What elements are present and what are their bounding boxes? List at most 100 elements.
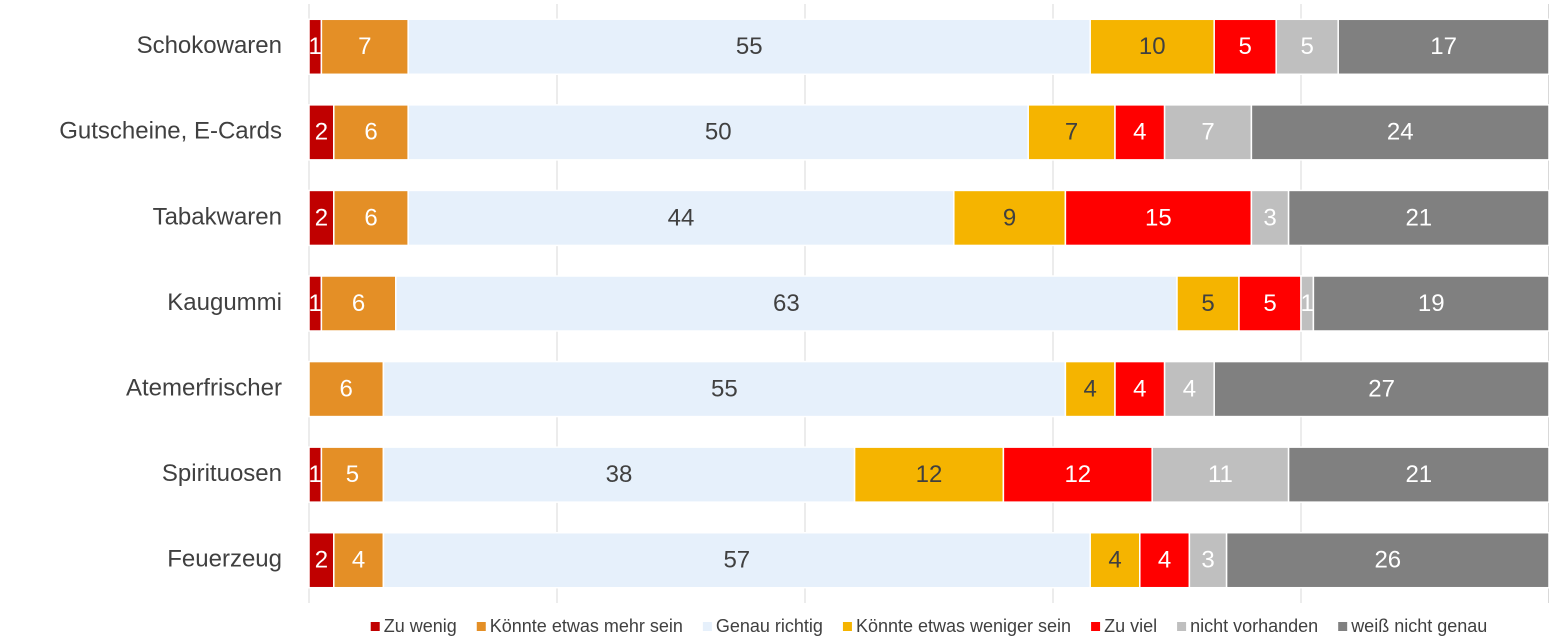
legend-item: nicht vorhanden — [1177, 616, 1318, 636]
bar-segment — [320, 446, 385, 503]
bar-segment — [853, 446, 1005, 503]
y-tick-label: Schokowaren — [137, 32, 282, 59]
data-label: 9 — [1003, 204, 1016, 231]
bar-segment — [1337, 18, 1549, 76]
data-label: 5 — [1263, 290, 1276, 317]
data-label: 21 — [1405, 204, 1432, 231]
data-label: 12 — [916, 461, 943, 488]
data-label: 4 — [1183, 375, 1196, 402]
data-label: 10 — [1139, 33, 1166, 60]
data-label: 57 — [723, 547, 750, 574]
bar-segment — [1114, 104, 1166, 161]
bar-segment — [320, 275, 397, 332]
bar-segment — [1250, 104, 1549, 161]
data-label: 4 — [1133, 119, 1146, 146]
data-label: 21 — [1405, 461, 1432, 488]
legend-item: weiß nicht genau — [1338, 616, 1487, 636]
legend-swatch — [842, 622, 852, 631]
data-label: 6 — [364, 204, 377, 231]
data-label: 2 — [315, 204, 328, 231]
data-label: 5 — [346, 461, 359, 488]
data-label: 7 — [1201, 119, 1214, 146]
data-label: 5 — [1201, 290, 1214, 317]
bar-segment — [407, 18, 1091, 76]
bar-segment — [1287, 446, 1549, 503]
bar-segment — [1151, 446, 1290, 503]
bar-segment — [1225, 531, 1549, 589]
data-label: 44 — [668, 204, 695, 231]
data-label: 1 — [309, 290, 322, 317]
y-tick-label: Tabakwaren — [153, 203, 282, 230]
legend-label: nicht vorhanden — [1190, 616, 1318, 636]
y-tick-label: Feuerzeug — [167, 546, 282, 573]
legend-swatch — [1338, 622, 1348, 631]
bar-segment — [1089, 18, 1215, 76]
bar-segment — [1312, 275, 1549, 332]
data-label: 17 — [1430, 33, 1457, 60]
data-label: 27 — [1368, 375, 1395, 402]
legend-label: Zu wenig — [384, 616, 457, 636]
bar-segment — [308, 104, 335, 161]
legend-swatch — [1177, 622, 1187, 631]
data-label: 4 — [352, 547, 365, 574]
data-label: 4 — [1133, 375, 1146, 402]
bar-segment — [1250, 189, 1290, 247]
data-label: 1 — [309, 461, 322, 488]
data-label: 55 — [736, 33, 763, 60]
y-tick-label: Kaugummi — [167, 289, 282, 316]
bar-segment — [1114, 360, 1166, 418]
bar-segment — [953, 189, 1067, 247]
bar-segment — [1213, 18, 1277, 76]
bar-segment — [1064, 189, 1253, 247]
bar-segment — [308, 189, 335, 247]
data-label: 2 — [315, 547, 328, 574]
data-label: 6 — [340, 375, 353, 402]
legend-label: Genau richtig — [716, 616, 823, 636]
data-label: 26 — [1374, 547, 1401, 574]
bar-segment — [1287, 189, 1549, 247]
bar-segment — [1089, 531, 1141, 589]
bar-segment — [1002, 446, 1153, 503]
data-label: 6 — [352, 290, 365, 317]
data-label: 19 — [1418, 290, 1445, 317]
legend-item: Zu wenig — [370, 616, 457, 636]
bar-segment — [308, 360, 385, 418]
bar-segment — [1027, 104, 1116, 161]
bar-segment — [333, 189, 409, 247]
bar-segment — [1188, 531, 1228, 589]
data-label: 5 — [1301, 33, 1314, 60]
y-tick-label: Atemerfrischer — [126, 374, 282, 401]
data-label: 63 — [773, 290, 800, 317]
y-tick-label: Gutscheine, E-Cards — [59, 118, 282, 145]
data-label: 4 — [1108, 547, 1121, 574]
data-label: 2 — [315, 119, 328, 146]
data-label: 7 — [358, 33, 371, 60]
bar-segment — [407, 189, 955, 247]
bar-segment — [308, 531, 335, 589]
bar-segment — [382, 360, 1067, 418]
legend-swatch — [476, 622, 486, 631]
legend-item: Könnte etwas mehr sein — [476, 616, 683, 636]
bar-segment — [395, 275, 1178, 332]
bar-segment — [1275, 18, 1339, 76]
y-tick-label: Spirituosen — [162, 460, 282, 487]
data-label: 24 — [1387, 119, 1414, 146]
data-label: 55 — [711, 375, 738, 402]
data-label: 1 — [1301, 290, 1314, 317]
data-label: 4 — [1158, 547, 1171, 574]
bar-segment — [407, 104, 1029, 161]
legend-item: Zu viel — [1091, 616, 1157, 636]
bar-segment — [382, 446, 856, 503]
data-label: 12 — [1064, 461, 1091, 488]
legend-swatch — [702, 622, 712, 631]
legend-swatch — [1091, 622, 1101, 631]
bar-segment — [1238, 275, 1302, 332]
data-label: 3 — [1263, 204, 1276, 231]
data-label: 50 — [705, 119, 732, 146]
data-label: 7 — [1065, 119, 1078, 146]
data-label: 1 — [309, 33, 322, 60]
data-label: 38 — [606, 461, 633, 488]
data-label: 11 — [1208, 461, 1233, 488]
data-label: 6 — [364, 119, 377, 146]
